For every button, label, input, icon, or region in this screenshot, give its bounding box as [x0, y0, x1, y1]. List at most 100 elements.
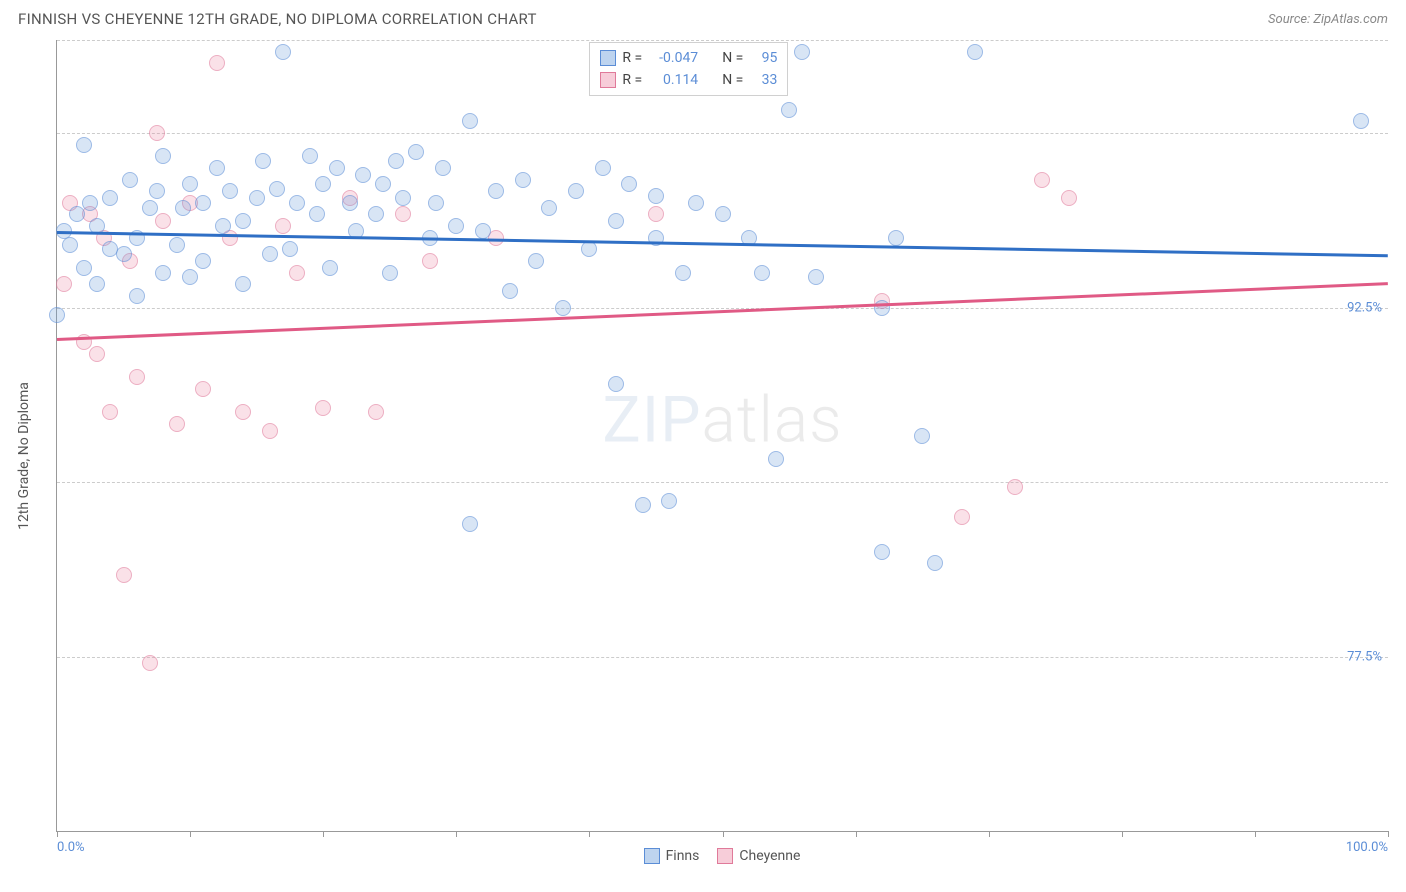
data-point	[462, 113, 478, 129]
data-point	[116, 246, 132, 262]
data-point	[515, 172, 531, 188]
data-point	[209, 160, 225, 176]
data-point	[142, 655, 158, 671]
data-point	[102, 190, 118, 206]
plot-region: ZIPatlas R =-0.047N =95 R = 0.114 N = 33 77.…	[56, 40, 1388, 832]
data-point	[209, 55, 225, 71]
data-point	[329, 160, 345, 176]
chart-area: 12th Grade, No Diploma ZIPatlas R =-0.04…	[16, 40, 1388, 872]
data-point	[262, 246, 278, 262]
data-point	[249, 190, 265, 206]
watermark-bold: ZIP	[602, 382, 701, 457]
data-point	[888, 230, 904, 246]
data-point	[89, 276, 105, 292]
gridline	[57, 657, 1388, 658]
watermark-thin: atlas	[702, 382, 843, 457]
x-tick	[989, 831, 990, 837]
data-point	[768, 451, 784, 467]
data-point	[255, 153, 271, 169]
data-point	[635, 497, 651, 513]
data-point	[502, 283, 518, 299]
legend-r-value: 0.114	[648, 72, 698, 88]
data-point	[715, 206, 731, 222]
chart-title: FINNISH VS CHEYENNE 12TH GRADE, NO DIPLO…	[18, 10, 537, 28]
data-point	[169, 416, 185, 432]
data-point	[315, 176, 331, 192]
data-point	[428, 195, 444, 211]
data-point	[914, 428, 930, 444]
chart-header: FINNISH VS CHEYENNE 12TH GRADE, NO DIPLO…	[0, 0, 1406, 34]
data-point	[608, 376, 624, 392]
data-point	[555, 300, 571, 316]
data-point	[142, 200, 158, 216]
data-point	[309, 206, 325, 222]
data-point	[235, 213, 251, 229]
legend-n-label: N =	[722, 72, 743, 88]
data-point	[581, 241, 597, 257]
correlation-legend: R =-0.047N =95 R = 0.114 N = 33	[589, 42, 788, 96]
data-point	[368, 404, 384, 420]
data-point	[382, 265, 398, 281]
y-axis-label: 12th Grade, No Diploma	[16, 382, 32, 530]
data-point	[1061, 190, 1077, 206]
watermark: ZIPatlas	[602, 382, 842, 457]
data-point	[1034, 172, 1050, 188]
data-point	[195, 253, 211, 269]
data-point	[874, 544, 890, 560]
data-point	[375, 176, 391, 192]
data-point	[102, 404, 118, 420]
data-point	[129, 288, 145, 304]
data-point	[289, 195, 305, 211]
x-tick	[456, 831, 457, 837]
data-point	[275, 44, 291, 60]
x-tick	[1122, 831, 1123, 837]
data-point	[262, 423, 278, 439]
legend-r-value: -0.047	[648, 50, 698, 66]
data-point	[215, 218, 231, 234]
gridline	[57, 40, 1388, 41]
x-tick	[57, 831, 58, 837]
legend-r-label: R =	[622, 72, 642, 88]
data-point	[794, 44, 810, 60]
data-point	[76, 260, 92, 276]
legend-swatch	[600, 72, 616, 88]
data-point	[621, 176, 637, 192]
data-point	[302, 148, 318, 164]
x-tick	[190, 831, 191, 837]
data-point	[368, 206, 384, 222]
trend-line	[57, 231, 1388, 257]
data-point	[408, 144, 424, 160]
data-point	[122, 172, 138, 188]
data-point	[781, 102, 797, 118]
x-tick	[589, 831, 590, 837]
y-tick-label: 77.5%	[1347, 649, 1382, 664]
data-point	[195, 381, 211, 397]
legend-n-value: 95	[749, 50, 777, 66]
data-point	[195, 195, 211, 211]
data-point	[69, 206, 85, 222]
data-point	[322, 260, 338, 276]
data-point	[222, 183, 238, 199]
data-point	[175, 200, 191, 216]
data-point	[688, 195, 704, 211]
legend-swatch	[600, 50, 616, 66]
data-point	[149, 183, 165, 199]
data-point	[282, 241, 298, 257]
data-point	[754, 265, 770, 281]
data-point	[149, 125, 165, 141]
data-point	[675, 265, 691, 281]
legend-n-value: 33	[749, 72, 777, 88]
data-point	[116, 567, 132, 583]
data-point	[648, 188, 664, 204]
gridline	[57, 482, 1388, 483]
data-point	[155, 148, 171, 164]
x-tick	[723, 831, 724, 837]
legend-label: Finns	[666, 848, 700, 864]
data-point	[1353, 113, 1369, 129]
legend-row: R =-0.047N =95	[600, 47, 777, 69]
data-point	[289, 265, 305, 281]
chart-source: Source: ZipAtlas.com	[1268, 12, 1388, 27]
data-point	[355, 167, 371, 183]
y-tick-label: 92.5%	[1347, 300, 1382, 315]
data-point	[541, 200, 557, 216]
